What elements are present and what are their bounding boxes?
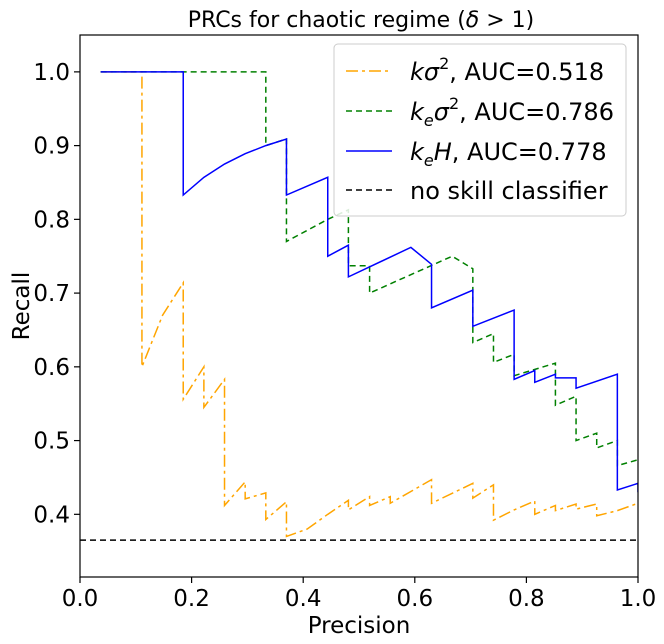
- y-tick-label: 0.8: [33, 207, 70, 233]
- legend-label-2: keH, AUC=0.778: [410, 138, 607, 170]
- y-tick-label: 0.4: [33, 502, 70, 528]
- y-axis-label: Recall: [9, 272, 35, 341]
- chart-title: PRCs for chaotic regime (δ > 1): [188, 8, 535, 33]
- title-rest: > 1): [479, 8, 534, 33]
- title-symbol: δ: [466, 8, 479, 33]
- plot-frame: [79, 34, 639, 578]
- y-tick-label: 0.9: [33, 134, 70, 160]
- legend: kσ2, AUC=0.518 keσ2, AUC=0.786 keH, AUC=0.…: [333, 43, 627, 217]
- y-tick-label: 0.6: [33, 355, 70, 381]
- legend-items: kσ2, AUC=0.518 keσ2, AUC=0.786 keH, AUC=0.…: [346, 54, 614, 205]
- legend-label-0: kσ2, AUC=0.518: [410, 54, 604, 86]
- y-tick-label: 1.0: [33, 60, 70, 86]
- y-tick-label: 0.5: [33, 429, 70, 455]
- y-axis: 0.4 0.5 0.6 0.7 0.8 0.9 1.0: [33, 60, 80, 528]
- series-layer: [80, 71, 638, 541]
- x-tick-label: 0.8: [508, 586, 545, 612]
- x-tick-label: 1.0: [620, 586, 657, 612]
- title-text: PRCs for chaotic regime (: [188, 8, 466, 33]
- x-tick-label: 0.2: [173, 586, 210, 612]
- x-tick-label: 0.4: [285, 586, 322, 612]
- series-line-0: [100, 71, 638, 538]
- x-tick-label: 0.6: [397, 586, 434, 612]
- legend-label-1: keσ2, AUC=0.786: [410, 94, 614, 130]
- x-tick-label: 0.0: [62, 586, 99, 612]
- plot-area: [79, 34, 639, 578]
- legend-label-3: no skill classifier: [410, 177, 608, 205]
- series-line-1: [100, 71, 638, 467]
- x-axis: 0.0 0.2 0.4 0.6 0.8 1.0: [62, 577, 657, 612]
- x-axis-label: Precision: [308, 613, 411, 639]
- legend-box: [333, 43, 627, 217]
- y-tick-label: 0.7: [33, 281, 70, 307]
- series-line-2: [100, 71, 638, 493]
